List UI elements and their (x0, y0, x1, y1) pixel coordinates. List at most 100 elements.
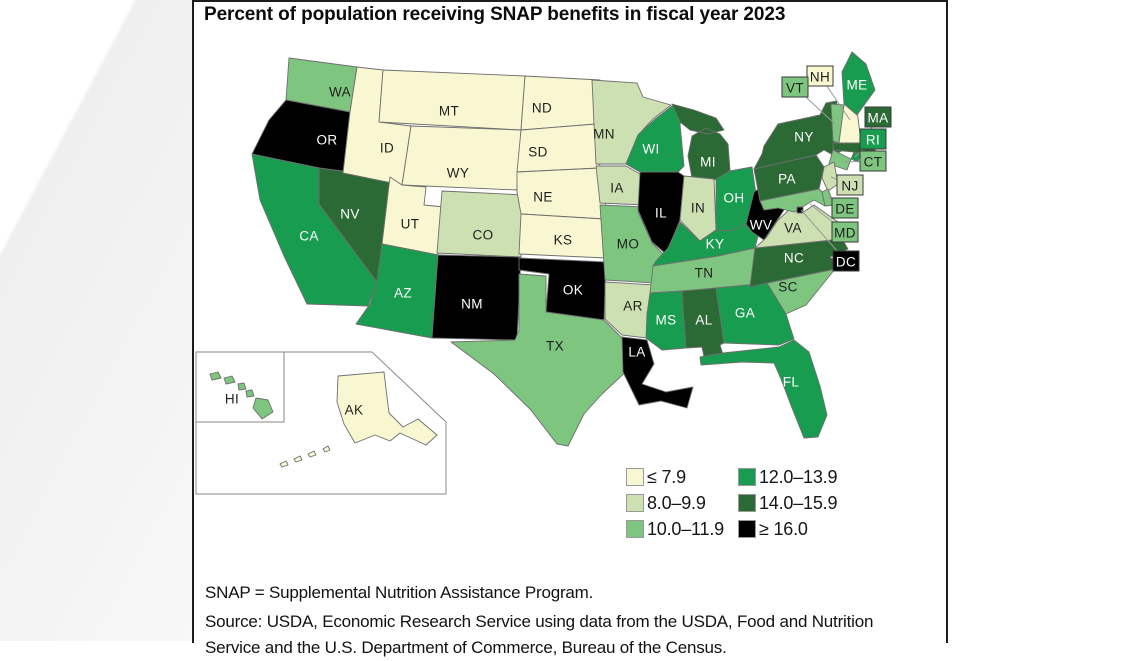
state-label-va: VA (784, 221, 802, 236)
state-label-ks: KS (554, 233, 573, 248)
state-box-dc (832, 250, 860, 272)
state-label-in: IN (691, 201, 705, 216)
state-box-label-nj: NJ (841, 179, 858, 194)
state-label-ne: NE (533, 190, 553, 205)
state-ar (604, 281, 656, 339)
legend-item: 14.0–15.9 (738, 493, 837, 514)
state-label-tn: TN (695, 266, 714, 281)
state-label-wy: WY (447, 166, 470, 181)
state-box-de (831, 197, 859, 219)
legend: ≤ 7.9 8.0–9.9 10.0–11.9 12.0–13.9 14.0–1… (626, 464, 837, 542)
state-hi (209, 371, 274, 420)
infographic-panel: Percent of population receiving SNAP ben… (192, 0, 948, 657)
state-me (841, 51, 876, 116)
state-label-fl: FL (783, 375, 800, 390)
chart-title: Percent of population receiving SNAP ben… (204, 4, 786, 25)
state-box-nh (806, 65, 834, 87)
state-label-ga: GA (735, 306, 755, 321)
legend-item: 12.0–13.9 (738, 467, 837, 488)
legend-item: ≥ 16.0 (738, 519, 837, 540)
state-mt (378, 69, 526, 131)
legend-label: ≥ 16.0 (759, 518, 808, 539)
state-label-la: LA (628, 345, 645, 360)
legend-item: 8.0–9.9 (626, 493, 738, 514)
state-label-ia: IA (610, 181, 624, 196)
state-la (621, 336, 694, 409)
footnote-definition: SNAP = Supplemental Nutrition Assistance… (205, 583, 594, 602)
state-dc (796, 206, 804, 214)
state-label-az: AZ (394, 286, 412, 301)
state-mi (671, 103, 731, 181)
legend-swatch (626, 494, 644, 512)
state-label-ca: CA (299, 229, 319, 244)
legend-label: 12.0–13.9 (759, 466, 838, 487)
state-label-nd: ND (532, 101, 552, 116)
legend-item: 10.0–11.9 (626, 519, 738, 540)
legend-label: ≤ 7.9 (647, 466, 686, 487)
state-mn (591, 79, 672, 165)
state-label-id: ID (380, 141, 394, 156)
state-fl (699, 339, 828, 439)
state-label-ut: UT (401, 217, 420, 232)
state-label-nc: NC (784, 251, 804, 266)
state-label-ak: AK (345, 403, 364, 418)
state-wi (625, 105, 687, 173)
state-box-vt (781, 76, 809, 98)
state-nj (821, 161, 839, 192)
legend-swatch (738, 468, 756, 486)
state-label-ms: MS (655, 313, 676, 328)
state-label-wi: WI (642, 142, 659, 157)
state-label-mi: MI (700, 155, 716, 170)
legend-label: 8.0–9.9 (647, 492, 706, 513)
state-box-ma (864, 106, 892, 128)
state-label-wa: WA (329, 85, 351, 100)
state-label-nv: NV (340, 207, 360, 222)
state-label-sd: SD (528, 145, 548, 160)
state-label-tx: TX (546, 339, 564, 354)
state-box-label-vt: VT (786, 81, 804, 96)
legend-swatch (626, 468, 644, 486)
state-box-label-de: DE (835, 202, 855, 217)
state-box-nj (836, 174, 864, 196)
state-label-ky: KY (706, 237, 725, 252)
state-ne (516, 167, 607, 220)
state-label-pa: PA (778, 172, 796, 187)
state-box-label-md: MD (834, 226, 856, 241)
state-label-al: AL (695, 313, 712, 328)
state-label-il: IL (655, 206, 667, 221)
legend-item: ≤ 7.9 (626, 467, 738, 488)
state-box-md (831, 221, 859, 243)
legend-swatch (626, 520, 644, 538)
state-ak (279, 371, 438, 468)
state-box-label-ma: MA (867, 111, 888, 126)
state-label-oh: OH (723, 191, 744, 206)
state-label-nm: NM (461, 297, 483, 312)
state-box-label-nh: NH (810, 70, 830, 85)
legend-swatch (738, 494, 756, 512)
state-box-label-dc: DC (836, 255, 856, 270)
state-box-label-ri: RI (866, 133, 880, 148)
legend-label: 10.0–11.9 (647, 518, 724, 539)
state-box-ri (859, 128, 887, 150)
state-co (436, 190, 526, 258)
state-label-ny: NY (794, 130, 814, 145)
state-tx (450, 273, 631, 447)
state-label-mn: MN (593, 127, 615, 142)
state-label-or: OR (316, 133, 337, 148)
state-label-co: CO (472, 228, 493, 243)
alaska-hawaii-inset-outline (195, 351, 447, 495)
state-label-ok: OK (563, 283, 583, 298)
us-choropleth-map: NH VT MA RI CT NJ DE MD DC WA OR CA NV ID MT WY UT CO AZ N… (195, 51, 892, 495)
legend-swatch (738, 520, 756, 538)
state-label-me: ME (846, 78, 867, 93)
legend-label: 14.0–15.9 (759, 492, 838, 513)
state-md (759, 188, 826, 213)
state-box-label-ct: CT (864, 155, 883, 170)
state-label-mo: MO (617, 237, 640, 252)
footnote-source: Source: USDA, Economic Research Service … (205, 612, 874, 657)
state-label-mt: MT (439, 104, 459, 119)
state-label-hi: HI (225, 392, 239, 407)
state-label-ar: AR (623, 299, 643, 314)
state-label-sc: SC (778, 280, 798, 295)
state-box-ct (859, 150, 887, 172)
